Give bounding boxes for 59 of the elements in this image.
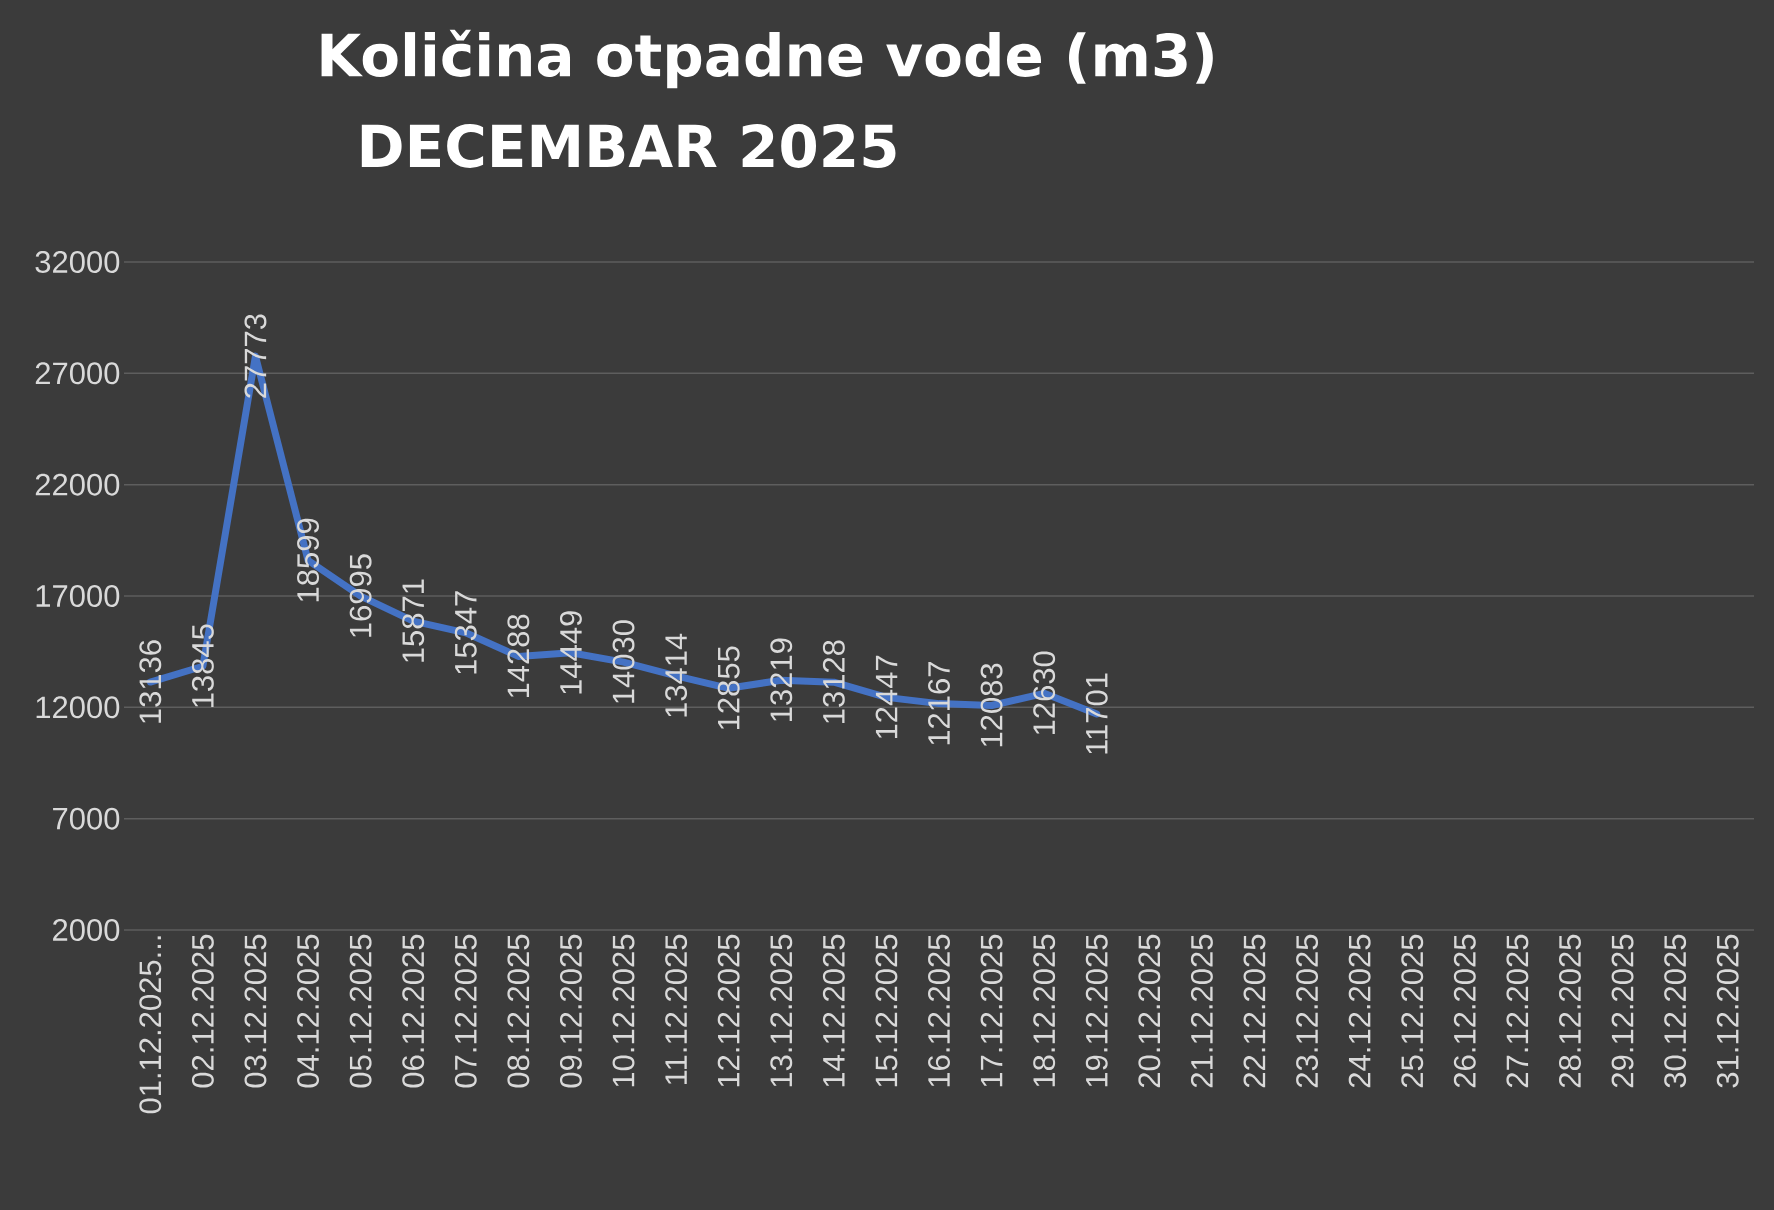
y-tick-label: 17000 (36, 585, 120, 607)
data-label: 14288 (507, 614, 530, 698)
data-label: 12447 (875, 655, 898, 739)
x-tick-label: 17.12.2025 (980, 934, 1003, 1087)
x-tick-label: 23.12.2025 (1296, 934, 1319, 1088)
data-label: 13845 (191, 624, 214, 707)
x-tick-label: 16.12.2025 (928, 934, 950, 1087)
x-tick-label: 14.12.2025 (822, 934, 845, 1087)
data-label: 12167 (928, 662, 950, 745)
x-tick-label: 11.12.2025 (665, 934, 688, 1085)
x-tick-label: 20.12.2025 (1138, 934, 1161, 1088)
x-tick-label: 05.12.2025 (349, 934, 372, 1088)
x-tick-label: 07.12.2025 (454, 934, 477, 1088)
x-tick-label: 21.12.2025 (1190, 934, 1213, 1088)
chart-title: Količina otpadne vode (m3) (321, 29, 1213, 89)
data-label: 14449 (559, 611, 582, 694)
x-tick-label: 22.12.2025 (1243, 934, 1266, 1088)
y-tick-label: 27000 (35, 362, 120, 385)
x-tick-label: 27.12.2025 (1506, 934, 1529, 1088)
data-label: 13219 (770, 638, 793, 721)
x-tick-label: 29.12.2025 (1611, 934, 1634, 1088)
data-label: 18599 (297, 518, 320, 602)
y-tick-label: 22000 (35, 473, 120, 496)
x-tick-label: 31.12.2025 (1716, 934, 1739, 1088)
data-label: 12083 (980, 663, 1003, 747)
x-tick-label: 18.12.2025 (1033, 934, 1056, 1087)
x-tick-label: 30.12.2025 (1664, 934, 1687, 1088)
x-tick-label: 26.12.2025 (1453, 934, 1476, 1088)
x-tick-label: 09.12.2025 (559, 934, 582, 1088)
data-label: 12855 (717, 646, 740, 730)
x-tick-label: 08.12.2025 (507, 934, 530, 1088)
x-tick-label: 25.12.2025 (1401, 934, 1424, 1088)
x-tick-label: 12.12.2025 (717, 934, 740, 1087)
x-tick-label: 19.12.2025 (1085, 934, 1108, 1087)
y-tick-label: 32000 (35, 251, 120, 273)
data-label: 12630 (1033, 651, 1056, 735)
x-tick-label: 06.12.2025 (402, 934, 425, 1088)
x-tick-label: 10.12.2025 (612, 934, 635, 1087)
data-label: 15347 (454, 591, 477, 674)
x-tick-label: 24.12.2025 (1348, 934, 1371, 1088)
y-tick-label: 7000 (53, 807, 120, 830)
y-tick-label: 2000 (53, 919, 120, 941)
data-label: 13136 (139, 640, 162, 723)
x-tick-label: 15.12.2025 (875, 934, 898, 1087)
x-tick-label: 28.12.2025 (1559, 934, 1581, 1088)
y-tick-label: 12000 (36, 696, 120, 719)
x-tick-label: 01.12.2025... (139, 936, 162, 1114)
data-label: 14030 (612, 620, 635, 703)
data-label: 15871 (402, 579, 425, 662)
x-tick-label: 02.12.2025 (191, 934, 214, 1088)
data-label: 13414 (665, 633, 688, 717)
data-label: 13128 (822, 640, 845, 723)
data-label: 11701 (1085, 673, 1108, 754)
data-label: 16995 (349, 554, 372, 637)
x-tick-label: 04.12.2025 (297, 934, 320, 1088)
x-tick-label: 13.12.2025 (770, 934, 793, 1087)
x-tick-label: 03.12.2025 (244, 934, 267, 1088)
data-label: 27773 (244, 314, 267, 398)
chart-subtitle: DECEMBAR 2025 (361, 124, 896, 168)
